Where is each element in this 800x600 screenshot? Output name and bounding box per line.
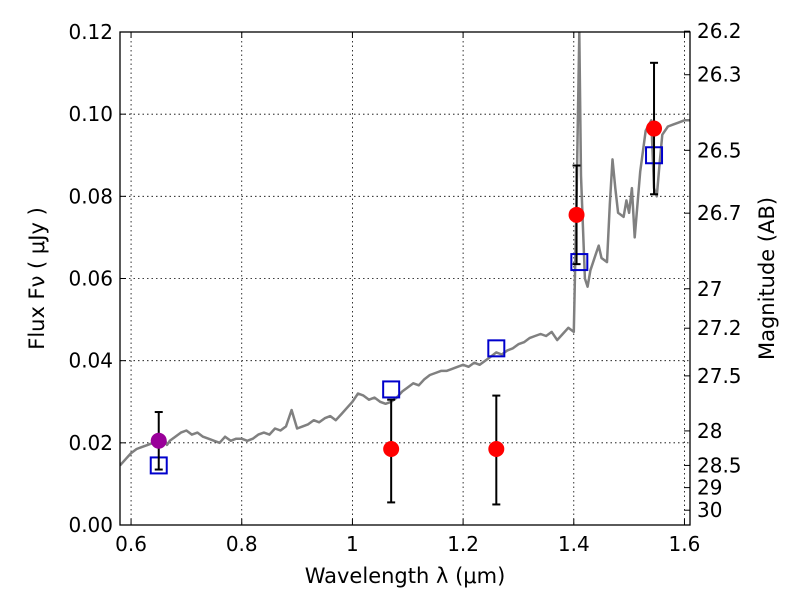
observed-point (646, 120, 663, 137)
observed-point (383, 440, 400, 457)
y-tick-label: 0.00 (68, 513, 113, 537)
y-tick-label: 0.04 (68, 349, 113, 373)
y-tick-label: 0.10 (68, 102, 113, 126)
right-tick-label: 26.2 (697, 19, 742, 43)
right-tick-label: 30 (697, 498, 722, 522)
x-tick-label: 1.4 (558, 532, 590, 556)
right-tick-label: 28.5 (697, 453, 742, 477)
series-layer (120, 32, 690, 506)
right-axis-label: Magnitude (AB) (755, 197, 779, 360)
ticks: 0.6 0.8 1 1.2 1.4 1.6 0.00 0.02 0.04 0.06 0.08 0.10… (68, 19, 741, 556)
model-photometry-square (382, 380, 401, 399)
observed-point (488, 440, 505, 457)
right-tick-label: 26.7 (697, 201, 742, 225)
y-axis-label: Flux Fν ( μJy ) (25, 207, 49, 350)
right-tick-label: 27 (697, 277, 722, 301)
observed-point (568, 206, 585, 223)
y-tick-label: 0.12 (68, 20, 113, 44)
right-tick-label: 26.3 (697, 63, 742, 87)
y-tick-label: 0.06 (68, 267, 113, 291)
right-tick-label: 27.2 (697, 316, 742, 340)
right-tick-label: 27.5 (697, 364, 742, 388)
observed-point (150, 432, 167, 449)
grid (120, 32, 690, 525)
x-tick-label: 1.2 (447, 532, 479, 556)
x-axis-label: Wavelength λ (μm) (305, 564, 506, 588)
y-tick-label: 0.02 (68, 431, 113, 455)
right-tick-label: 28 (697, 419, 722, 443)
model-photometry-square (487, 339, 506, 358)
x-tick-label: 0.6 (115, 532, 147, 556)
right-tick-label: 29 (697, 476, 722, 500)
x-tick-label: 1 (346, 532, 359, 556)
x-tick-label: 1.6 (669, 532, 701, 556)
right-tick-label: 26.5 (697, 138, 742, 162)
model-photometry-square (570, 253, 589, 272)
x-tick-label: 0.8 (226, 532, 258, 556)
spectrum-line (120, 32, 690, 467)
y-tick-label: 0.08 (68, 184, 113, 208)
